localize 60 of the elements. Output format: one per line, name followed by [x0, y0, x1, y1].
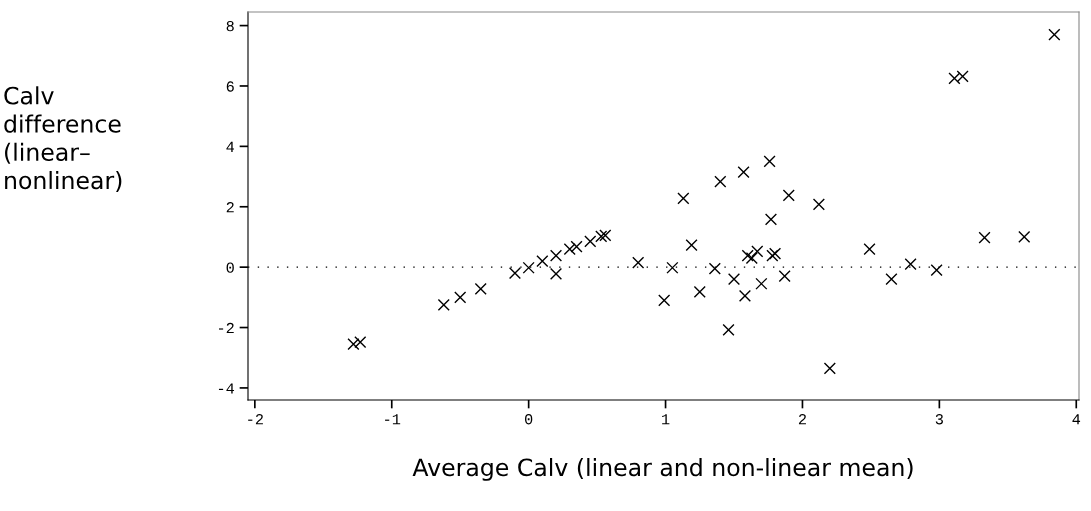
point	[666, 261, 679, 274]
point	[755, 277, 768, 290]
point	[904, 258, 917, 271]
point	[522, 261, 535, 274]
x-tick-label: 3	[935, 414, 943, 425]
x-tick-label: -2	[248, 414, 263, 425]
point	[437, 298, 450, 311]
x-tick-label: 0	[524, 414, 533, 425]
x-tick-label: 1	[662, 414, 670, 425]
x-tick-label: -1	[385, 414, 401, 425]
point	[549, 267, 563, 280]
point	[782, 189, 795, 202]
y-tick-label: 4	[226, 141, 235, 152]
point	[347, 338, 360, 351]
point	[549, 249, 563, 262]
y-axis-title: Calv difference (linear– nonlinear)	[4, 86, 122, 193]
point	[978, 231, 991, 244]
point	[693, 285, 706, 298]
point	[595, 230, 608, 243]
point	[778, 270, 791, 283]
point	[812, 198, 825, 211]
y-tick-label: 0	[226, 262, 234, 273]
x-tick-label: 4	[1072, 414, 1081, 425]
y-tick-label: 8	[226, 20, 234, 32]
point	[474, 282, 487, 295]
y-tick-label: -2	[218, 322, 234, 334]
point	[563, 242, 576, 256]
x-tick-label: 2	[798, 414, 806, 425]
point	[599, 229, 612, 242]
point	[1048, 28, 1061, 41]
point	[454, 291, 467, 304]
point	[763, 155, 776, 168]
point	[584, 235, 597, 248]
point	[714, 175, 727, 188]
y-tick-label: -4	[218, 383, 235, 394]
point	[677, 192, 690, 205]
point	[708, 262, 721, 275]
point	[745, 252, 758, 265]
point	[685, 239, 698, 252]
point	[823, 362, 836, 375]
point	[722, 323, 735, 337]
x-axis-title: Average Calv (linear and non-linear mean)	[412, 457, 913, 481]
point	[863, 242, 876, 256]
point	[354, 335, 367, 349]
point	[508, 267, 522, 280]
point	[885, 273, 898, 286]
point	[930, 264, 943, 277]
y-tick-label: 6	[226, 81, 234, 92]
point	[632, 256, 645, 269]
point	[741, 249, 754, 262]
point	[570, 240, 583, 253]
point	[1018, 230, 1031, 244]
point	[737, 165, 750, 179]
point	[536, 255, 549, 268]
point	[751, 245, 764, 258]
point	[738, 289, 752, 302]
point	[764, 213, 778, 226]
point	[658, 294, 671, 307]
point	[727, 273, 741, 286]
y-tick-label: 2	[226, 202, 234, 213]
